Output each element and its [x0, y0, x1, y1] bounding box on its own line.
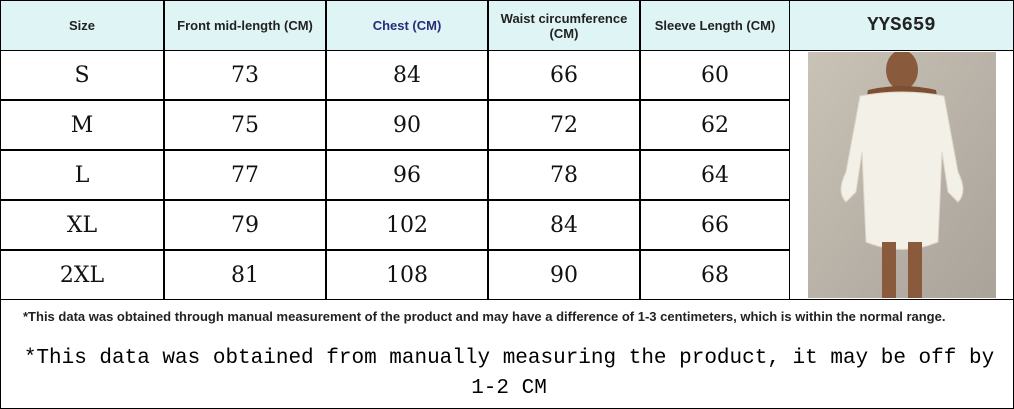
table-cell: 77 [164, 150, 326, 200]
product-code: YYS659 [789, 0, 1014, 51]
table-cell: 96 [326, 150, 488, 200]
table-cell: 2XL [0, 250, 164, 300]
table-cell: XL [0, 200, 164, 250]
table-cell: 75 [164, 100, 326, 150]
table-cell: 78 [488, 150, 640, 200]
table-cell: 79 [164, 200, 326, 250]
table-cell: 73 [164, 50, 326, 100]
table-cell: L [0, 150, 164, 200]
table-cell: 66 [640, 200, 790, 250]
table-cell: 68 [640, 250, 790, 300]
table-cell: 72 [488, 100, 640, 150]
table-cell: 102 [326, 200, 488, 250]
column-header: Size [0, 0, 164, 51]
column-header: Chest (CM) [326, 0, 488, 51]
table-cell: 90 [488, 250, 640, 300]
column-header: Sleeve Length (CM) [640, 0, 790, 51]
notes: *This data was obtained through manual m… [0, 299, 1014, 409]
table-cell: 66 [488, 50, 640, 100]
column-header: Waist circumference (CM) [488, 0, 640, 51]
table-cell: 62 [640, 100, 790, 150]
table-cell: 60 [640, 50, 790, 100]
table-cell: 90 [326, 100, 488, 150]
table-cell: 64 [640, 150, 790, 200]
table-cell: 84 [488, 200, 640, 250]
table-cell: M [0, 100, 164, 150]
table-cell: 81 [164, 250, 326, 300]
photo-cell [789, 50, 1014, 300]
column-header: Front mid-length (CM) [164, 0, 326, 51]
table-cell: 84 [326, 50, 488, 100]
note: *This data was obtained from manually me… [23, 347, 995, 400]
product-photo [807, 52, 996, 298]
table-cell: S [0, 50, 164, 100]
table-cell: 108 [326, 250, 488, 300]
note: *This data was obtained through manual m… [23, 309, 946, 324]
